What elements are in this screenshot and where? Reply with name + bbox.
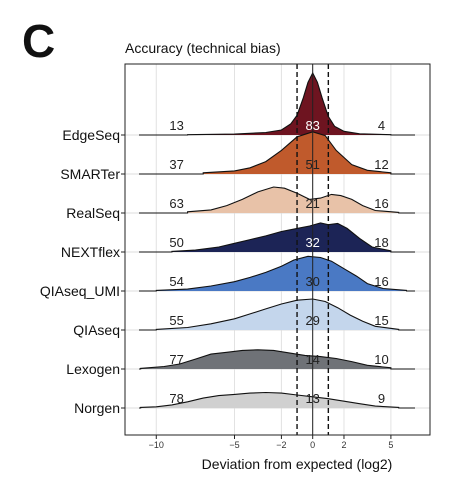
ridge-outline (139, 186, 415, 214)
ridge-outline (139, 222, 415, 253)
ridge-outline (139, 71, 415, 136)
count-right: 12 (374, 157, 388, 172)
count-left: 78 (169, 391, 183, 406)
x-tick-label: 5 (388, 440, 393, 450)
count-right: 18 (374, 235, 388, 250)
count-left: 63 (169, 196, 183, 211)
ridge-outline (139, 255, 415, 292)
ridge-outline (139, 349, 415, 370)
count-right: 10 (374, 352, 388, 367)
count-center: 32 (305, 235, 319, 250)
count-center: 14 (305, 352, 319, 367)
count-center: 83 (305, 118, 319, 133)
count-left: 13 (169, 118, 183, 133)
row-label: RealSeq (66, 205, 120, 221)
count-center: 51 (305, 157, 319, 172)
x-axis: −10 −5 −2 0 2 5 (149, 435, 393, 450)
count-center: 30 (305, 274, 319, 289)
ridge-nextflex (171, 222, 391, 252)
count-center: 29 (305, 313, 319, 328)
row-label: Lexogen (66, 361, 120, 377)
count-right: 15 (374, 313, 388, 328)
ridge-qiaseq_umi (156, 256, 407, 291)
x-tick-label: 0 (310, 440, 315, 450)
reference-lines (296, 64, 330, 435)
row-label: NEXTflex (61, 244, 120, 260)
ridge-norgen (140, 392, 399, 408)
count-right: 9 (378, 391, 385, 406)
count-right: 4 (378, 118, 385, 133)
ridge-outline (139, 131, 415, 175)
x-tick-label: −10 (149, 440, 164, 450)
count-left: 37 (169, 157, 183, 172)
count-right: 16 (374, 274, 388, 289)
count-center: 13 (305, 391, 319, 406)
count-left: 50 (169, 235, 183, 250)
ridge-realseq (187, 187, 399, 213)
panel-letter: C (22, 15, 56, 67)
row-label: QIAseq_UMI (40, 283, 120, 299)
ridge-edgeseq (187, 73, 391, 135)
x-tick-label: −2 (276, 440, 286, 450)
x-tick-label: 2 (341, 440, 346, 450)
ridge-outline (139, 391, 415, 409)
count-left: 54 (169, 274, 183, 289)
row-label: SMARTer (60, 166, 120, 182)
ridge-qiaseq (156, 299, 399, 330)
count-right: 16 (374, 196, 388, 211)
row-label: EdgeSeq (62, 127, 120, 143)
x-axis-label: Deviation from expected (log2) (202, 456, 393, 472)
chart-title: Accuracy (technical bias) (125, 40, 281, 56)
plot-frame (124, 63, 431, 436)
row-label: Norgen (74, 400, 120, 416)
count-left: 55 (169, 313, 183, 328)
row-label: QIAseq (73, 322, 120, 338)
x-tick-label: −5 (229, 440, 239, 450)
count-left: 77 (169, 352, 183, 367)
count-center: 21 (305, 196, 319, 211)
labels-layer: EdgeSeq 13 83 4 SMARTer 37 51 12 RealSeq 63 21 16 NE… (40, 118, 389, 416)
